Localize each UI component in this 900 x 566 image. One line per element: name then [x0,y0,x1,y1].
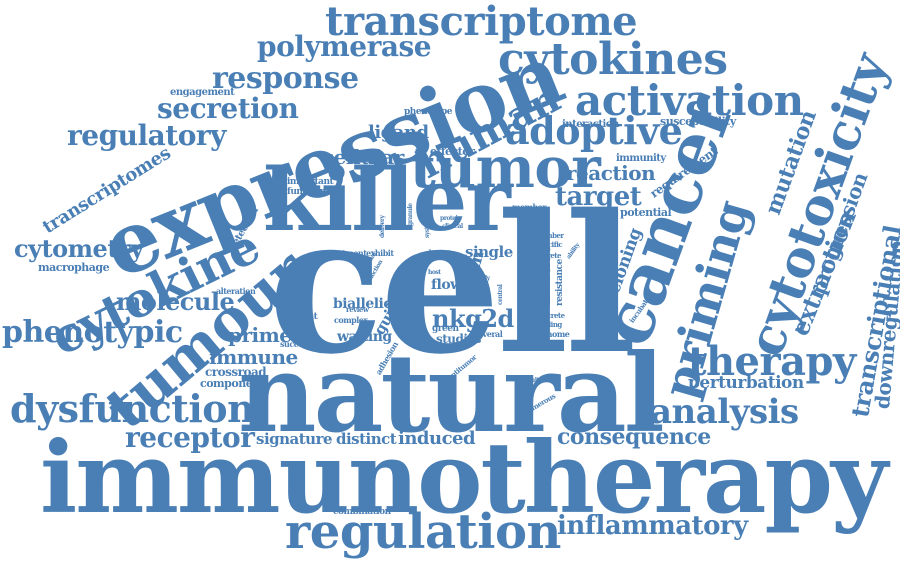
word-cytokines: cytokines [498,34,728,85]
word-complex: complex [334,315,368,325]
word-immune: immune [209,345,298,369]
word-nkg2d: nkg2d [432,304,514,333]
word-engagement: engagement [170,87,235,98]
word-discrete: discrete [537,311,565,320]
word-secretion: secretion [157,92,299,125]
word-natural: natural [238,331,665,457]
word-system: system [424,217,431,238]
word-single: single [465,243,513,261]
word-receptor: receptor [125,421,255,454]
word-signature: signature [256,430,333,448]
word-activation: activation [575,76,804,125]
word-event: event [462,269,478,276]
word-number: number [536,231,564,240]
word-consequence: consequence [557,424,711,450]
word-delivery: delivery [379,215,386,238]
word-interaction: interaction [562,119,619,130]
word-exhibit: exhibit [366,248,394,258]
word-member: member [512,202,546,212]
word-finding: finding [537,320,562,329]
word-adoptive: adoptive [505,108,683,153]
word-phenotype: phenotype [404,107,453,117]
word-central: central [497,284,504,305]
word-protein: protein [440,215,462,222]
word-polymerase: polymerase [257,30,432,63]
word-detect: detect [426,248,452,258]
word-regulation: regulation [285,504,561,560]
word-granule: granule [407,203,414,226]
word-susceptibility: susceptibility [660,115,736,128]
word-immunity: immunity [616,153,666,164]
word-perturbation: perturbation [688,373,804,393]
word-host: host [428,269,441,276]
word-secrete: secrete [536,251,562,260]
word-several: several [474,329,503,339]
word-green: green [432,324,459,334]
word-genome: genome [537,329,570,339]
word-effector: effector [430,145,475,158]
word-molecule: molecule [116,287,235,316]
word-immunotherapy: immunotherapy [40,421,888,536]
word-induced: induced [398,428,476,449]
word-element: element [280,312,318,322]
word-transcriptome: transcriptome [325,0,638,45]
word-regulatory: regulatory [67,119,226,152]
word-tumor: tumor [410,135,601,201]
word-phenotypic: phenotypic [2,315,183,350]
word-component: component [200,377,265,390]
word-response: response [212,61,359,96]
word-primed: primed [228,323,306,347]
word-combination: combination [333,507,391,517]
word-dysfunction: dysfunction [10,386,255,431]
word-specific: specific [536,240,563,249]
word-waiting: waiting [337,329,392,345]
word-crossroad: crossroad [205,365,267,379]
word-killer: killer [263,150,511,251]
word-cytometry: cytometry [14,234,144,263]
word-review: review [346,305,369,314]
word-cellular: cellular [322,145,404,169]
word-resistance: resistance [555,259,565,306]
word-studies: studies [436,332,481,346]
word-reaction: reaction [566,161,656,185]
word-alteration: alteration [216,286,256,296]
word-study: study [474,275,490,282]
word-important: important [287,177,334,187]
word-inflammatory: inflammatory [557,511,748,541]
word-macrophage: macrophage [38,261,110,274]
word-therapy: therapy [688,338,856,385]
word-biallelic: biallelic [333,296,392,312]
word-cell: cell [268,173,637,396]
word-result: result [522,377,539,384]
word-flow: flow [431,277,462,293]
word-treatment: treatment [326,248,367,258]
word-target: target [555,182,642,212]
word-ligand: ligand [368,122,429,143]
word-potential: potential [620,206,672,219]
word-functional: functional [287,187,334,197]
word-clinical: clinical [442,223,463,230]
word-analysis: analysis [650,392,799,432]
word-light: light [452,263,466,270]
word-distinct: distinct [336,430,397,448]
word-successful: successful [280,339,322,349]
